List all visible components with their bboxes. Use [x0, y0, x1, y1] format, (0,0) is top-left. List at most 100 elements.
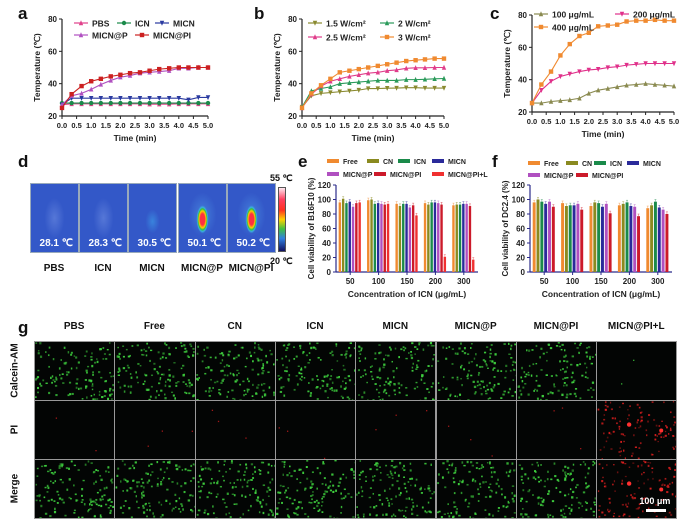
dead-cell — [636, 421, 639, 424]
live-cell — [343, 488, 346, 491]
live-cell — [221, 354, 224, 357]
data-point — [375, 86, 381, 92]
live-cell — [485, 364, 488, 367]
live-cell — [223, 463, 225, 466]
live-cell — [405, 516, 407, 518]
data-point — [529, 100, 535, 106]
live-cell — [144, 373, 146, 376]
live-cell — [52, 472, 55, 475]
live-cell — [162, 356, 164, 359]
live-cell — [110, 479, 113, 482]
live-cell — [91, 388, 94, 391]
live-cell — [58, 373, 61, 377]
live-cell — [182, 374, 186, 377]
dead-cell — [639, 425, 642, 428]
y-axis-label: Cell viability of B16F10 (%) — [307, 177, 316, 279]
live-cell — [56, 501, 59, 504]
data-point — [662, 61, 667, 67]
live-cell — [124, 390, 126, 393]
live-cell — [244, 393, 247, 396]
live-cell — [221, 359, 223, 362]
bar-icn-100 — [568, 205, 572, 272]
live-cell — [91, 399, 94, 400]
live-cell — [253, 342, 256, 345]
live-cell — [53, 380, 56, 383]
live-cell — [87, 365, 90, 368]
series-line — [301, 77, 445, 108]
live-cell — [239, 478, 241, 482]
live-cell — [246, 388, 248, 391]
live-cell — [332, 490, 335, 493]
live-cell — [458, 393, 461, 396]
live-cell — [49, 515, 52, 518]
live-cell — [227, 354, 230, 357]
live-cell — [587, 389, 590, 391]
dead-cell — [641, 473, 643, 476]
live-cell — [561, 378, 564, 380]
live-cell — [109, 505, 112, 507]
live-cell — [519, 513, 523, 516]
live-cell — [363, 513, 365, 516]
x-tick-label: 3.0 — [612, 117, 622, 126]
live-cell — [112, 389, 115, 392]
live-cell — [432, 345, 435, 347]
live-cell — [428, 510, 432, 513]
data-point — [615, 22, 620, 27]
live-cell — [560, 348, 563, 351]
live-cell — [395, 495, 397, 498]
data-point — [347, 80, 352, 86]
live-cell — [158, 382, 161, 385]
live-cell — [164, 397, 167, 400]
live-cell — [440, 516, 443, 518]
live-cell — [150, 349, 153, 352]
x-tick-label: 3.0 — [382, 121, 392, 130]
dead-cell — [623, 513, 626, 516]
live-cell — [101, 396, 104, 399]
live-cell — [129, 467, 132, 470]
live-cell — [445, 347, 447, 350]
micrograph-pi-free — [114, 400, 196, 460]
live-cell — [98, 371, 101, 374]
live-cell — [589, 387, 592, 389]
live-cell — [388, 502, 391, 504]
live-cell — [160, 483, 163, 486]
dead-cell — [671, 481, 674, 484]
dead-cell — [664, 516, 667, 518]
live-cell — [113, 487, 115, 490]
dead-cell — [662, 499, 664, 501]
live-cell — [91, 500, 94, 503]
live-cell — [591, 356, 594, 358]
live-cell — [387, 499, 389, 502]
live-cell — [322, 380, 325, 383]
dead-cell — [661, 484, 664, 487]
live-cell — [148, 502, 151, 505]
live-cell — [180, 342, 183, 344]
live-cell — [122, 460, 124, 462]
live-cell — [109, 509, 112, 512]
live-cell — [287, 379, 290, 382]
data-point — [404, 85, 409, 91]
live-cell — [419, 488, 422, 491]
data-point — [347, 88, 352, 94]
live-cell — [153, 362, 156, 365]
live-cell — [270, 353, 273, 356]
x-tick-label: 3.0 — [144, 121, 154, 130]
dead-cell — [597, 408, 600, 411]
live-cell — [280, 376, 283, 379]
x-tick-label: 2.0 — [354, 121, 364, 130]
live-cell — [335, 517, 339, 518]
live-cell — [564, 516, 567, 518]
x-tick-label: 1.0 — [325, 121, 335, 130]
live-cell — [251, 399, 255, 400]
live-cell — [452, 506, 455, 508]
dead-cell — [644, 497, 647, 500]
legend-swatch — [528, 161, 540, 165]
live-cell — [577, 507, 580, 509]
live-cell — [90, 394, 93, 397]
live-cell — [156, 461, 159, 464]
live-cell — [267, 463, 270, 466]
dead-cell — [639, 442, 642, 445]
dead-cell — [601, 480, 604, 483]
bar-micn-200 — [629, 206, 633, 272]
legend-item: ICN — [594, 161, 622, 168]
